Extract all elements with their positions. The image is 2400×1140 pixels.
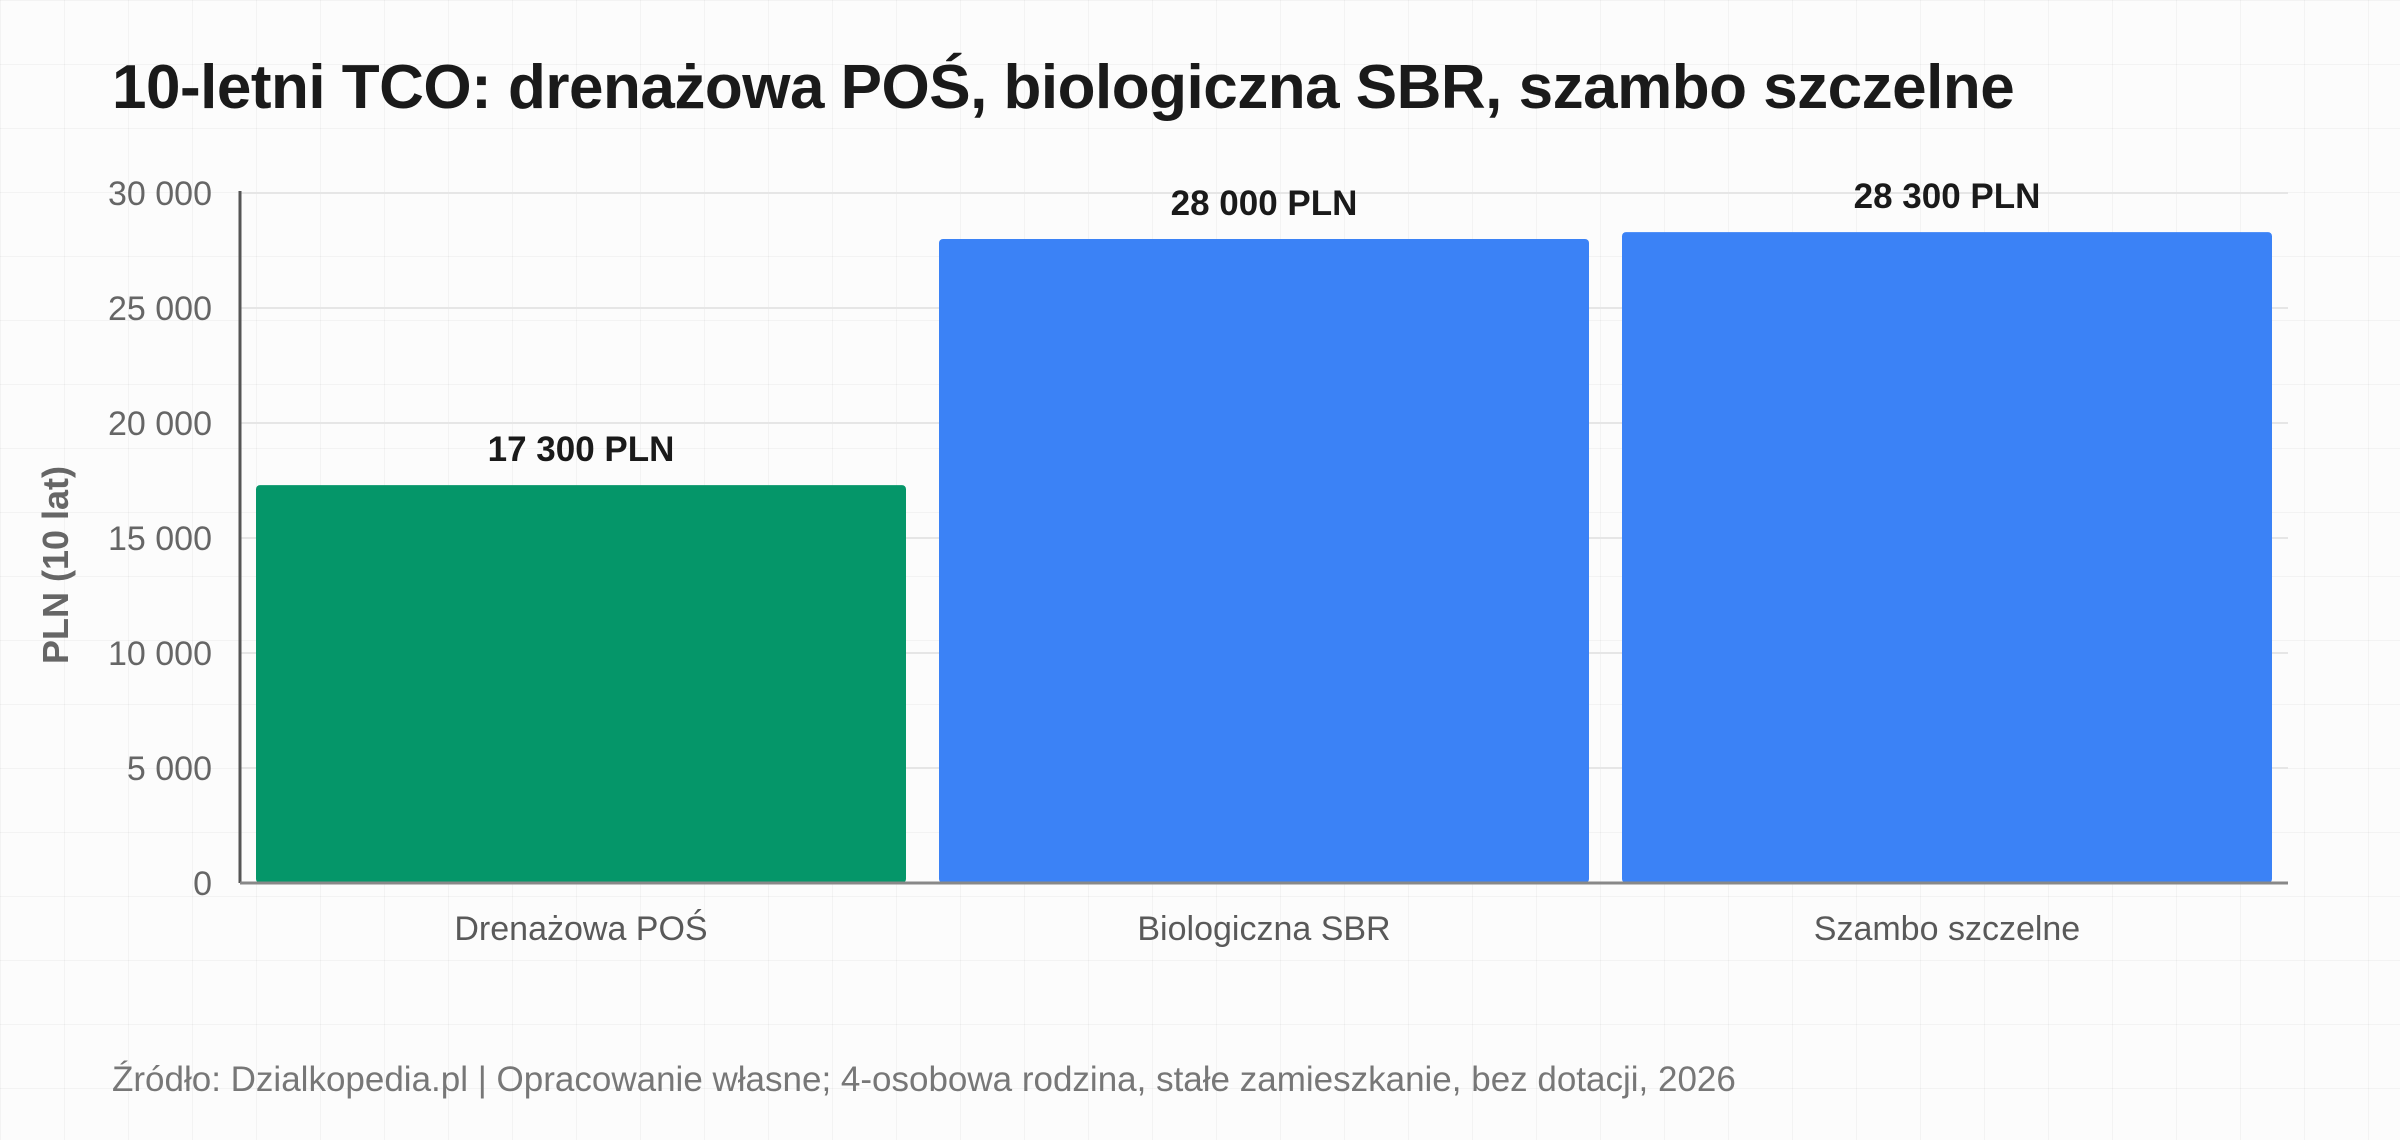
y-tick-label: 20 000 xyxy=(108,405,212,443)
bar xyxy=(939,239,1589,883)
y-tick-label: 15 000 xyxy=(108,520,212,558)
y-axis-label: PLN (10 lat) xyxy=(35,466,76,664)
category-labels: Drenażowa POŚ Biologiczna SBR Szambo szcze… xyxy=(454,909,2080,948)
chart-title: 10-letni TCO: drenażowa POŚ, biologiczna… xyxy=(112,53,2015,122)
y-tick-label: 30 000 xyxy=(108,175,212,213)
bar xyxy=(1622,232,2272,884)
bars xyxy=(256,232,2272,884)
axes xyxy=(238,191,2288,885)
bar xyxy=(256,485,906,883)
y-tick-label: 0 xyxy=(193,865,212,903)
y-tick-label: 10 000 xyxy=(108,635,212,673)
category-label: Biologiczna SBR xyxy=(1137,910,1390,948)
category-label: Szambo szczelne xyxy=(1814,910,2080,948)
y-tick-label: 25 000 xyxy=(108,290,212,328)
category-label: Drenażowa POŚ xyxy=(454,909,707,948)
data-label: 17 300 PLN xyxy=(488,430,675,469)
y-tick-label: 5 000 xyxy=(127,750,212,788)
y-tick-labels: 0 5 000 10 000 15 000 20 000 25 000 30 000 xyxy=(108,175,212,903)
source-note: Źródło: Dzialkopedia.pl | Opracowanie wł… xyxy=(112,1060,1736,1099)
data-label: 28 300 PLN xyxy=(1854,177,2041,216)
data-labels: 17 300 PLN 28 000 PLN 28 300 PLN xyxy=(488,177,2041,469)
data-label: 28 000 PLN xyxy=(1171,184,1358,223)
